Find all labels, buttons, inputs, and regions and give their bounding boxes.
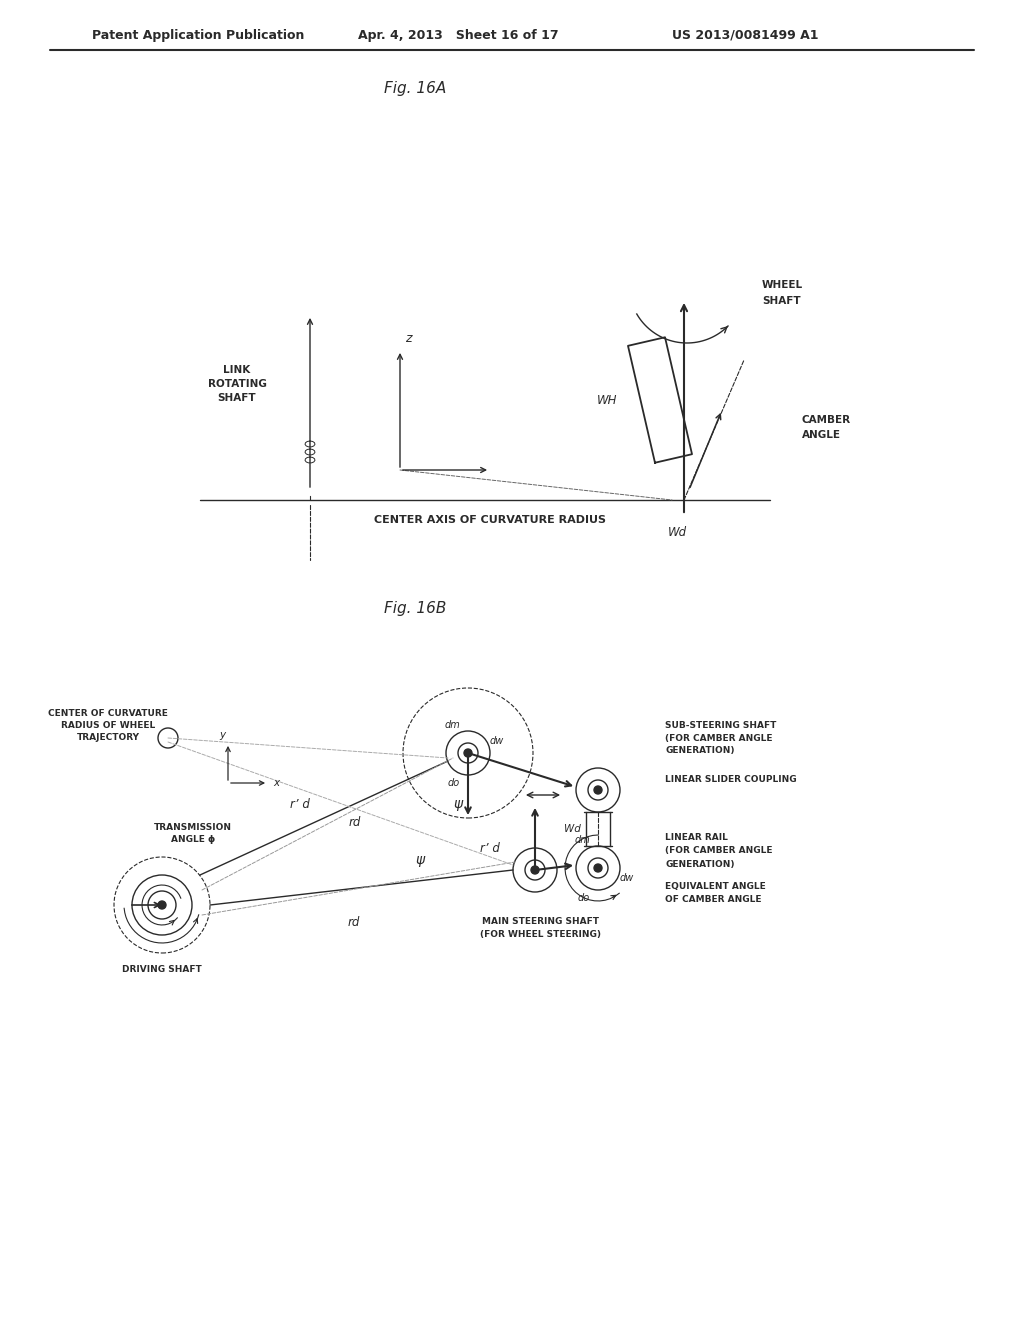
Text: Fig. 16B: Fig. 16B [384, 601, 446, 615]
Text: Patent Application Publication: Patent Application Publication [92, 29, 304, 41]
Text: do: do [578, 894, 590, 903]
Text: SUB-STEERING SHAFT: SUB-STEERING SHAFT [665, 722, 776, 730]
Text: ψ: ψ [454, 797, 463, 810]
Text: CENTER OF CURVATURE: CENTER OF CURVATURE [48, 709, 168, 718]
Circle shape [531, 866, 539, 874]
Text: TRANSMISSION: TRANSMISSION [154, 824, 232, 833]
Text: ψ: ψ [416, 853, 425, 867]
Text: CAMBER: CAMBER [802, 414, 851, 425]
Text: ANGLE: ANGLE [802, 430, 841, 440]
Text: Fig. 16A: Fig. 16A [384, 81, 446, 95]
Text: rd: rd [347, 916, 359, 929]
Text: GENERATION): GENERATION) [665, 859, 734, 869]
Text: MAIN STEERING SHAFT: MAIN STEERING SHAFT [481, 917, 598, 927]
Text: RADIUS OF WHEEL: RADIUS OF WHEEL [60, 721, 155, 730]
Text: Apr. 4, 2013   Sheet 16 of 17: Apr. 4, 2013 Sheet 16 of 17 [358, 29, 559, 41]
Text: WHEEL: WHEEL [762, 280, 803, 290]
Text: LINEAR SLIDER COUPLING: LINEAR SLIDER COUPLING [665, 776, 797, 784]
Text: dm: dm [444, 719, 460, 730]
Text: DRIVING SHAFT: DRIVING SHAFT [122, 965, 202, 974]
Text: LINK: LINK [223, 366, 251, 375]
Text: Wd: Wd [564, 824, 581, 834]
Text: dm: dm [574, 836, 590, 845]
Text: rd: rd [349, 816, 361, 829]
Circle shape [594, 785, 602, 795]
Text: (FOR WHEEL STEERING): (FOR WHEEL STEERING) [479, 929, 600, 939]
Text: US 2013/0081499 A1: US 2013/0081499 A1 [672, 29, 818, 41]
Text: SHAFT: SHAFT [218, 393, 256, 403]
Text: OF CAMBER ANGLE: OF CAMBER ANGLE [665, 895, 762, 903]
Text: SHAFT: SHAFT [762, 296, 801, 306]
Text: x: x [273, 777, 280, 788]
Text: dw: dw [620, 873, 634, 883]
Text: dw: dw [490, 737, 504, 746]
Text: ROTATING: ROTATING [208, 379, 266, 389]
Text: ANGLE ϕ: ANGLE ϕ [171, 836, 215, 845]
Text: r’ d: r’ d [480, 842, 500, 854]
Text: r’ d: r’ d [290, 799, 310, 812]
Text: do: do [447, 777, 460, 788]
Text: (FOR CAMBER ANGLE: (FOR CAMBER ANGLE [665, 846, 772, 855]
Circle shape [158, 902, 166, 909]
Text: EQUIVALENT ANGLE: EQUIVALENT ANGLE [665, 882, 766, 891]
Text: TRAJECTORY: TRAJECTORY [77, 733, 139, 742]
Text: y: y [219, 730, 225, 741]
Text: Wd: Wd [668, 525, 686, 539]
Circle shape [464, 748, 472, 756]
Text: z: z [404, 331, 412, 345]
Text: GENERATION): GENERATION) [665, 746, 734, 755]
Text: WH: WH [597, 393, 617, 407]
Text: (FOR CAMBER ANGLE: (FOR CAMBER ANGLE [665, 734, 772, 742]
Text: LINEAR RAIL: LINEAR RAIL [665, 833, 728, 842]
Text: CENTER AXIS OF CURVATURE RADIUS: CENTER AXIS OF CURVATURE RADIUS [374, 515, 606, 525]
Circle shape [594, 865, 602, 873]
